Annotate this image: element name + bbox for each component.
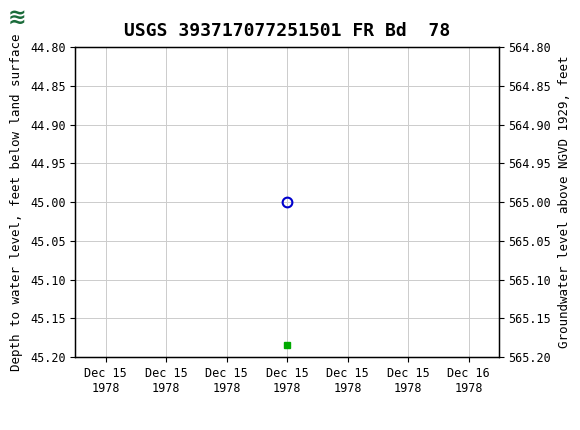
Text: USGS: USGS [67, 9, 122, 27]
FancyBboxPatch shape [1, 2, 32, 34]
Y-axis label: Groundwater level above NGVD 1929, feet: Groundwater level above NGVD 1929, feet [558, 56, 571, 348]
Text: ≋: ≋ [8, 8, 26, 28]
Text: ≡USGS: ≡USGS [3, 8, 61, 27]
Title: USGS 393717077251501 FR Bd  78: USGS 393717077251501 FR Bd 78 [124, 22, 450, 40]
Legend: Period of approved data: Period of approved data [189, 427, 385, 430]
Y-axis label: Depth to water level, feet below land surface: Depth to water level, feet below land su… [10, 34, 23, 371]
